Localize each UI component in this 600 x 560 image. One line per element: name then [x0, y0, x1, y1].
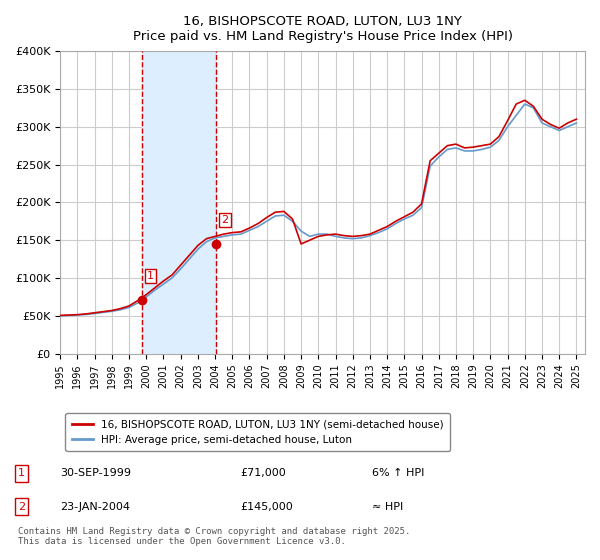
Text: £145,000: £145,000 — [240, 502, 293, 512]
Bar — [142, 51, 216, 353]
Text: 30-SEP-1999: 30-SEP-1999 — [60, 468, 131, 478]
Text: 6% ↑ HPI: 6% ↑ HPI — [372, 468, 424, 478]
Text: 2: 2 — [221, 215, 229, 225]
Text: Contains HM Land Registry data © Crown copyright and database right 2025.
This d: Contains HM Land Registry data © Crown c… — [18, 526, 410, 546]
Text: ≈ HPI: ≈ HPI — [372, 502, 403, 512]
Title: 16, BISHOPSCOTE ROAD, LUTON, LU3 1NY
Price paid vs. HM Land Registry's House Pri: 16, BISHOPSCOTE ROAD, LUTON, LU3 1NY Pri… — [133, 15, 512, 43]
Text: 1: 1 — [18, 468, 25, 478]
Legend: 16, BISHOPSCOTE ROAD, LUTON, LU3 1NY (semi-detached house), HPI: Average price, : 16, BISHOPSCOTE ROAD, LUTON, LU3 1NY (se… — [65, 413, 450, 451]
Text: 23-JAN-2004: 23-JAN-2004 — [60, 502, 130, 512]
Text: 1: 1 — [147, 270, 154, 281]
Text: 2: 2 — [18, 502, 25, 512]
Text: £71,000: £71,000 — [240, 468, 286, 478]
